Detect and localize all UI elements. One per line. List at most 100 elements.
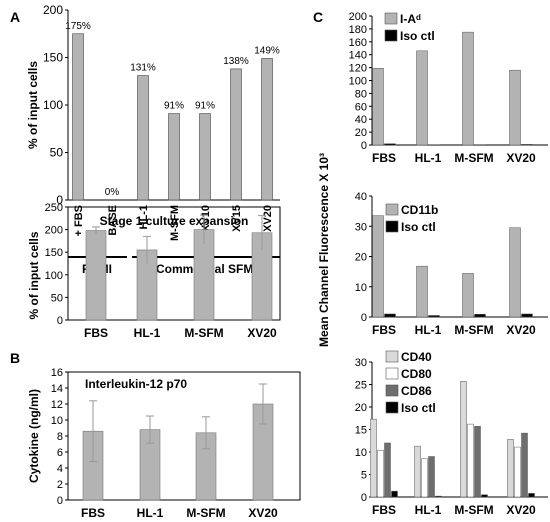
c2-ytick-label: 40 xyxy=(355,191,367,203)
c1-ytick-label: 0 xyxy=(361,140,367,152)
panel-letter-a: A xyxy=(10,9,20,25)
c1-ytick-label: 60 xyxy=(355,101,367,113)
c3-bar xyxy=(507,439,514,498)
c3-ytick-label: 20 xyxy=(355,402,367,414)
c2-legend-label: CD11b xyxy=(401,203,438,217)
c2-bar xyxy=(428,315,440,318)
b-ytick-label: 2 xyxy=(57,479,63,491)
a2-xtick-label: XV20 xyxy=(247,326,277,340)
shared-ylabel: Mean Channel Fluorescence X 10³ xyxy=(317,153,331,347)
c3-legend-label: CD80 xyxy=(401,367,432,381)
c3-bar xyxy=(460,381,467,498)
c3-legend-swatch xyxy=(385,367,399,380)
c3-bar xyxy=(521,432,528,498)
c2-bar xyxy=(521,313,533,318)
c1-xtick-label: M-SFM xyxy=(454,151,493,165)
c1-legend-label: I-Aᵈ xyxy=(400,12,421,26)
a1-xtick-label: BASE xyxy=(107,205,119,236)
b-ytick-label: 6 xyxy=(57,447,63,459)
c3-bar xyxy=(384,442,391,498)
c2-ytick-label: 30 xyxy=(355,221,367,233)
panel-letter-b: B xyxy=(10,350,20,366)
c2-ytick-label: 10 xyxy=(355,282,367,294)
a2-xtick-label: HL-1 xyxy=(134,326,161,340)
c1-bar xyxy=(474,144,486,146)
c3-bar xyxy=(421,458,428,498)
a1-bar xyxy=(72,33,84,201)
a1-data-label: 91% xyxy=(164,101,184,112)
c1-ytick-label: 20 xyxy=(355,127,367,139)
c2-legend-swatch xyxy=(385,203,399,216)
c2-xtick-label: FBS xyxy=(372,323,396,337)
a1-data-label: 91% xyxy=(195,101,215,112)
a1-ytick-label: 50 xyxy=(50,146,64,160)
b-title: Interleukin-12 p70 xyxy=(85,377,187,391)
c3-legend-swatch xyxy=(385,384,399,397)
a1-data-label: 138% xyxy=(223,56,249,67)
c1-ytick-label: 200 xyxy=(349,11,367,23)
c3-legend-label: CD86 xyxy=(401,384,432,398)
a1-bar xyxy=(168,113,180,201)
c3-bar xyxy=(428,456,435,498)
b-xtick-label: FBS xyxy=(81,506,105,520)
a1-data-label: 131% xyxy=(130,63,156,74)
b-xtick-label: M-SFM xyxy=(186,506,225,520)
c3-legend-label: Iso ctl xyxy=(401,401,436,415)
a2-ytick-label: 0 xyxy=(57,315,63,327)
a2-ytick-label: 250 xyxy=(45,202,63,214)
c3-bar xyxy=(414,445,421,498)
c3-bar xyxy=(474,426,481,498)
c1-ytick-label: 160 xyxy=(349,37,367,49)
b-ytick-label: 14 xyxy=(51,383,63,395)
c1-ytick-label: 80 xyxy=(355,88,367,100)
a1-xtick-label: XV15 xyxy=(231,205,243,232)
c1-bar xyxy=(416,50,428,146)
c3-xtick-label: XV20 xyxy=(506,503,536,517)
a2-ytick-label: 200 xyxy=(45,225,63,237)
a1-xtick-label: XV10 xyxy=(200,205,212,232)
panel-letter-c: C xyxy=(313,9,323,25)
c1-ytick-label: 180 xyxy=(349,24,367,36)
a1-data-label: 0% xyxy=(105,187,120,198)
a2-xtick-label: FBS xyxy=(84,326,108,340)
b-ytick-label: 4 xyxy=(57,463,63,475)
c2-bar xyxy=(416,265,428,318)
c1-bar xyxy=(462,31,474,146)
b-xtick-label: XV20 xyxy=(248,506,278,520)
c1-bar xyxy=(372,67,384,146)
c1-bar xyxy=(428,144,440,146)
c2-xtick-label: HL-1 xyxy=(415,323,442,337)
b-ytick-label: 10 xyxy=(51,415,63,427)
c1-ytick-label: 40 xyxy=(355,114,367,126)
a1-ytick-label: 100 xyxy=(43,98,63,112)
c3-bar xyxy=(435,495,442,498)
c3-xtick-label: HL-1 xyxy=(415,503,442,517)
a1-bar xyxy=(261,58,273,201)
b-ylabel: Cytokine (ng/ml) xyxy=(27,389,41,483)
c3-bar xyxy=(391,490,398,498)
c3-legend-swatch xyxy=(385,350,399,363)
a2-ytick-label: 150 xyxy=(45,247,63,259)
c2-ytick-label: 20 xyxy=(355,252,367,264)
a2-ytick-label: 50 xyxy=(51,292,63,304)
a1-xtick-label: M-SFM xyxy=(169,205,181,241)
c2-legend-swatch xyxy=(385,220,399,233)
c1-bar xyxy=(521,144,533,146)
c3-ytick-label: 5 xyxy=(361,470,367,482)
a2-xtick-label: M-SFM xyxy=(184,326,223,340)
c1-ytick-label: 140 xyxy=(349,50,367,62)
a1-bar xyxy=(199,113,211,201)
c1-xtick-label: XV20 xyxy=(506,151,536,165)
c2-xtick-label: M-SFM xyxy=(454,323,493,337)
c3-bar xyxy=(481,494,488,498)
a2-ytick-label: 100 xyxy=(45,270,63,282)
a1-xtick-label: HL-1 xyxy=(138,205,150,229)
a2-title: Stage 1 culture expansion xyxy=(100,214,249,228)
c3-legend-label: CD40 xyxy=(401,350,432,364)
c3-ytick-label: 10 xyxy=(355,447,367,459)
c2-bar xyxy=(474,314,486,318)
c3-bar xyxy=(377,449,384,498)
b-xtick-label: HL-1 xyxy=(137,506,164,520)
